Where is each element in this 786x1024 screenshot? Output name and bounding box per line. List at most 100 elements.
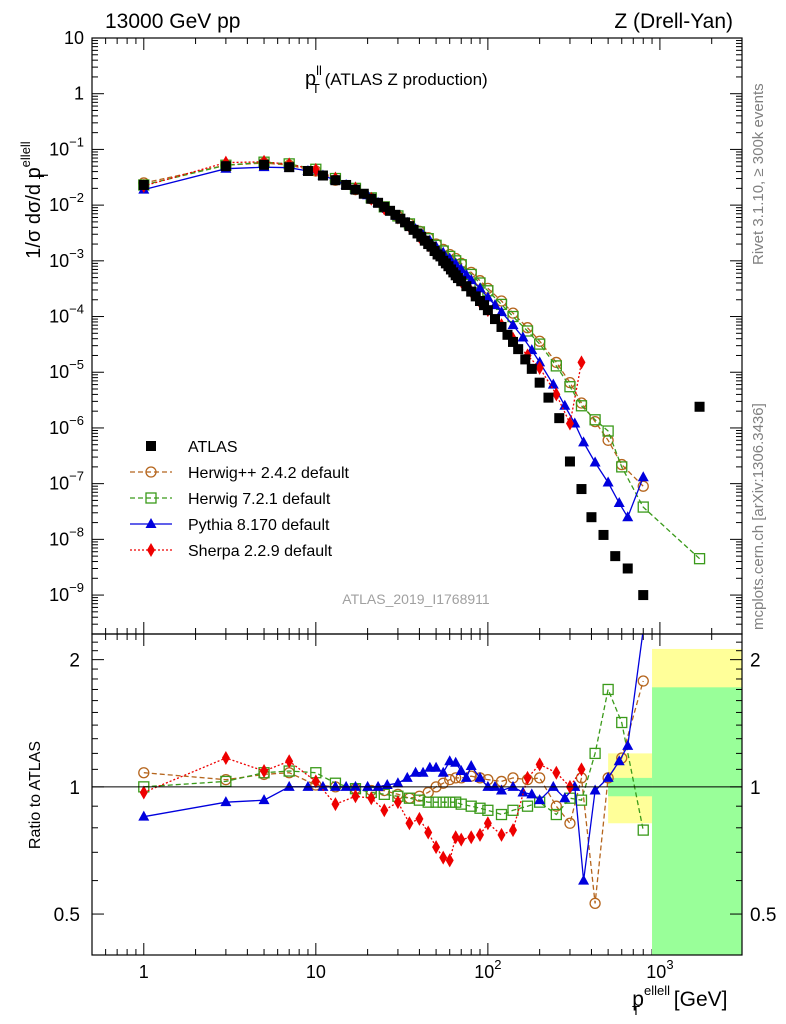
ratio-series-3 [138, 634, 649, 885]
point-3-29 [517, 331, 529, 342]
ratio-point-2-29 [602, 683, 614, 696]
y-tick-label: 10−5 [49, 357, 84, 382]
ratio-point-4-21 [497, 827, 506, 842]
point-4-25 [552, 387, 561, 402]
ratio-bands [608, 648, 742, 955]
ratio-frame [91, 633, 743, 956]
ratio-axis-label: Ratio to ATLAS [27, 741, 44, 849]
ratio-point-3-23 [465, 760, 477, 771]
legend-label: Herwig++ 2.4.2 default [188, 465, 350, 482]
ratio-point-3-8 [349, 780, 361, 791]
ratio-point-1-0 [138, 767, 150, 779]
ratio-point-3-29 [517, 786, 529, 797]
y-tick-exp: −6 [69, 413, 84, 428]
ratio-point-2-21 [495, 808, 508, 821]
ratio-point-3-5 [317, 780, 329, 791]
y-tick-label: 10−7 [49, 469, 84, 494]
ratio-point-4-12 [424, 825, 433, 840]
point-0-50 [554, 413, 565, 424]
ratio-point-3-30 [526, 788, 538, 799]
y-tick-base: 10 [49, 418, 69, 438]
legend-marker [145, 518, 157, 528]
y-tick-label: 10−6 [49, 413, 84, 438]
ratio-point-1-31 [637, 675, 649, 687]
x-tick-label: 10 [306, 962, 326, 982]
ratio-point-4-19 [476, 827, 485, 842]
title-sup: ll [316, 63, 322, 78]
y-tick-base: 10 [49, 251, 69, 271]
point-0-51 [564, 456, 575, 467]
title-rest: (ATLAS Z production) [320, 70, 488, 89]
ratio-point-3-9 [362, 780, 374, 791]
ratio-point-4-0 [139, 785, 148, 800]
point-0-7 [341, 179, 352, 190]
ratio-point-4-20 [483, 816, 492, 831]
x-tick-exp: 3 [666, 957, 673, 972]
ratio-point-2-15 [444, 796, 456, 808]
y-tick-base: 10 [49, 529, 69, 549]
point-2-28 [589, 414, 601, 426]
point-4-4 [311, 162, 320, 177]
ratio-series-4 [139, 751, 586, 868]
ratio-point-4-7 [367, 791, 376, 806]
legend-item: Herwig 7.2.1 default [130, 491, 331, 508]
point-0-8 [350, 184, 361, 195]
analysis-id: ATLAS_2019_I1768911 [342, 591, 490, 607]
point-0-10 [366, 193, 377, 204]
point-0-56 [622, 563, 633, 574]
x-label-base: p [632, 988, 644, 1011]
x-label-sup: ellell [644, 983, 670, 998]
y-tick-base: 10 [49, 362, 69, 382]
ratio-tick-label-left: 0.5 [54, 905, 80, 926]
ratio-point-4-17 [457, 832, 466, 847]
ratio-point-3-2 [258, 794, 270, 805]
point-4-24 [535, 360, 544, 375]
legend-label: ATLAS [188, 439, 238, 456]
ratio-point-2-14 [437, 796, 449, 808]
ratio-point-3-17 [430, 761, 442, 772]
point-0-39 [479, 300, 490, 311]
legend-marker [145, 492, 157, 504]
ratio-point-1-14 [437, 777, 449, 789]
point-3-36 [589, 456, 601, 467]
y-tick-base: 1 [74, 84, 84, 104]
y-tick-exp: −3 [69, 246, 84, 261]
ratio-point-2-18 [465, 800, 477, 812]
point-0-58 [694, 401, 705, 412]
point-3-24 [474, 282, 486, 293]
ratio-line-4 [143, 757, 583, 862]
y-tick-label: 10 [64, 28, 84, 48]
legend-label: Herwig 7.2.1 default [188, 491, 331, 508]
ratio-tick-label-right: 1 [750, 778, 761, 799]
point-3-39 [622, 511, 634, 522]
title-sub: T [312, 81, 320, 96]
ratio-point-4-23 [523, 770, 532, 785]
point-4-26 [565, 416, 574, 431]
ratio-tick-label-right: 0.5 [750, 905, 776, 926]
ratio-point-4-10 [405, 816, 414, 831]
legend: ATLAS Herwig++ 2.4.2 default Herwig 7.2.1 … [130, 439, 350, 560]
point-0-35 [461, 281, 472, 292]
point-0-9 [358, 188, 369, 199]
point-2-29 [602, 425, 614, 437]
ratio-point-1-24 [534, 772, 546, 784]
ratio-point-3-0 [138, 810, 150, 821]
ratio-line-2 [143, 687, 644, 831]
y-label-main: 1/σ dσ/d p [23, 167, 45, 258]
point-3-27 [495, 306, 507, 317]
ratio-point-3-15 [417, 766, 429, 777]
ratio-point-4-3 [285, 754, 294, 769]
ratio-point-3-32 [547, 780, 559, 791]
ratio-point-3-21 [455, 765, 467, 776]
ratio-line-3 [143, 634, 644, 881]
point-0-13 [385, 205, 396, 216]
x-tick-exp: 2 [494, 957, 501, 972]
main-series [138, 154, 706, 601]
ratio-point-3-20 [450, 756, 462, 767]
point-0-2 [259, 159, 270, 170]
y-label-sub: T [36, 171, 51, 179]
ratio-point-4-22 [509, 823, 518, 838]
ratio-point-3-27 [495, 784, 507, 795]
